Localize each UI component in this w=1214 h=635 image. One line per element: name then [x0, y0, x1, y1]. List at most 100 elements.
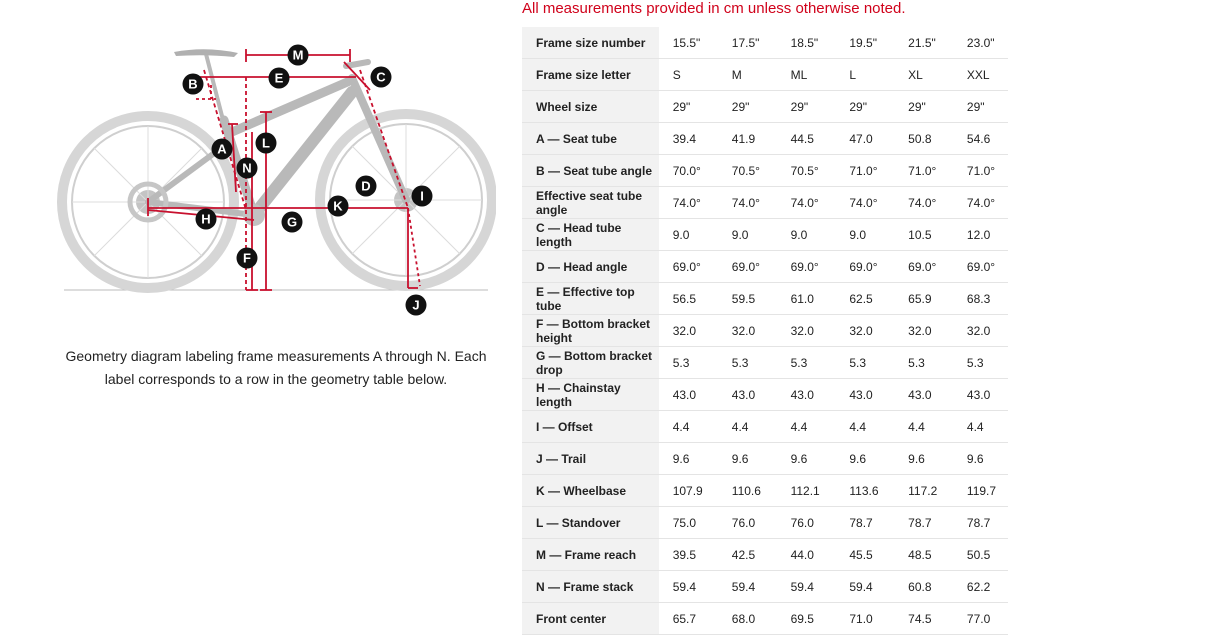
- row-value: XXL: [952, 58, 1008, 91]
- row-value: 78.7: [894, 506, 953, 539]
- row-value: 74.0°: [952, 186, 1008, 219]
- svg-text:B: B: [188, 77, 197, 92]
- row-value: 4.4: [952, 410, 1008, 443]
- marker-N: N: [236, 157, 258, 179]
- row-value: 32.0: [658, 314, 718, 347]
- row-value: 4.4: [658, 410, 718, 443]
- row-label: J — Trail: [522, 442, 659, 475]
- row-value: 9.6: [952, 442, 1008, 475]
- row-value: L: [835, 58, 895, 91]
- row-value: 48.5: [894, 538, 953, 571]
- svg-text:D: D: [361, 179, 370, 194]
- row-value: 32.0: [835, 314, 895, 347]
- row-value: 47.0: [835, 122, 895, 155]
- svg-text:J: J: [412, 298, 419, 313]
- row-value: 9.0: [776, 218, 836, 251]
- table-row: A — Seat tube 39.4 41.9 44.5 47.0 50.8 54.6: [522, 122, 1008, 155]
- row-value: 4.4: [894, 410, 953, 443]
- row-value: 9.6: [894, 442, 953, 475]
- row-value: 10.5: [894, 218, 953, 251]
- row-value: 43.0: [835, 378, 895, 411]
- row-value: 29": [894, 90, 953, 123]
- svg-text:A: A: [217, 142, 227, 157]
- row-label: I — Offset: [522, 410, 659, 443]
- row-label: Wheel size: [522, 90, 659, 123]
- row-label: L — Standover: [522, 506, 659, 539]
- row-value: 41.9: [717, 122, 777, 155]
- table-row: Effective seat tube angle 74.0° 74.0° 74.0°…: [522, 186, 1008, 219]
- marker-C: C: [370, 66, 392, 88]
- diagram-caption: Geometry diagram labeling frame measurem…: [65, 348, 487, 387]
- row-value: 62.2: [952, 570, 1008, 603]
- row-value: 59.5: [717, 282, 777, 315]
- geometry-table: Frame size number 15.5" 17.5" 18.5" 19.5" 21.…: [522, 27, 1008, 635]
- row-value: 117.2: [894, 474, 953, 507]
- table-row: E — Effective top tube 56.5 59.5 61.0 62.5 65…: [522, 282, 1008, 315]
- row-value: 15.5": [658, 27, 718, 59]
- row-value: 50.8: [894, 122, 953, 155]
- marker-F: F: [236, 247, 258, 269]
- row-value: 76.0: [717, 506, 777, 539]
- marker-L: L: [255, 132, 277, 154]
- row-value: 9.6: [717, 442, 777, 475]
- row-value: 69.0°: [717, 250, 777, 283]
- row-label: N — Frame stack: [522, 570, 659, 603]
- row-value: 71.0°: [894, 154, 953, 187]
- row-value: 17.5": [717, 27, 777, 59]
- svg-text:F: F: [243, 251, 251, 266]
- row-value: 50.5: [952, 538, 1008, 571]
- row-value: 74.0°: [776, 186, 836, 219]
- row-value: 54.6: [952, 122, 1008, 155]
- row-value: 43.0: [717, 378, 777, 411]
- row-label: D — Head angle: [522, 250, 659, 283]
- table-row: C — Head tube length 9.0 9.0 9.0 9.0 10.5 12.0: [522, 218, 1008, 251]
- row-label: K — Wheelbase: [522, 474, 659, 507]
- row-value: 74.0°: [717, 186, 777, 219]
- svg-text:L: L: [262, 136, 270, 151]
- table-row: Front center 65.7 68.0 69.5 71.0 74.5 77.0: [522, 602, 1008, 635]
- row-value: 62.5: [835, 282, 895, 315]
- row-value: 29": [835, 90, 895, 123]
- row-label: Front center: [522, 602, 659, 635]
- row-value: 18.5": [776, 27, 836, 59]
- table-row: N — Frame stack 59.4 59.4 59.4 59.4 60.8 62.2: [522, 570, 1008, 603]
- row-value: 69.5: [776, 602, 836, 635]
- table-row: I — Offset 4.4 4.4 4.4 4.4 4.4 4.4: [522, 410, 1008, 443]
- marker-H: H: [195, 208, 217, 230]
- row-value: 76.0: [776, 506, 836, 539]
- row-label: H — Chainstay length: [522, 378, 659, 411]
- row-value: 39.5: [658, 538, 718, 571]
- row-value: 110.6: [717, 474, 777, 507]
- row-value: 119.7: [952, 474, 1008, 507]
- row-value: 59.4: [658, 570, 718, 603]
- row-value: 56.5: [658, 282, 718, 315]
- row-value: 4.4: [835, 410, 895, 443]
- row-value: 4.4: [717, 410, 777, 443]
- table-row: F — Bottom bracket height 32.0 32.0 32.0 32.…: [522, 314, 1008, 347]
- row-value: 45.5: [835, 538, 895, 571]
- row-label: B — Seat tube angle: [522, 154, 659, 187]
- row-label: Frame size number: [522, 27, 659, 59]
- row-value: 9.6: [776, 442, 836, 475]
- row-value: 23.0": [952, 27, 1008, 59]
- table-row: H — Chainstay length 43.0 43.0 43.0 43.0 43.0…: [522, 378, 1008, 411]
- row-value: 29": [952, 90, 1008, 123]
- marker-I: I: [411, 185, 433, 207]
- row-value: 4.4: [776, 410, 836, 443]
- row-value: 43.0: [776, 378, 836, 411]
- svg-text:E: E: [275, 71, 284, 86]
- row-value: 74.5: [894, 602, 953, 635]
- row-value: 78.7: [835, 506, 895, 539]
- row-value: 69.0°: [835, 250, 895, 283]
- row-value: ML: [776, 58, 836, 91]
- row-value: 9.0: [658, 218, 718, 251]
- row-value: 69.0°: [658, 250, 718, 283]
- row-value: 12.0: [952, 218, 1008, 251]
- svg-text:I: I: [420, 189, 424, 204]
- table-row: D — Head angle 69.0° 69.0° 69.0° 69.0° 69.0° 6…: [522, 250, 1008, 283]
- row-value: 71.0°: [952, 154, 1008, 187]
- row-value: 29": [776, 90, 836, 123]
- table-row: J — Trail 9.6 9.6 9.6 9.6 9.6 9.6: [522, 442, 1008, 475]
- row-value: 112.1: [776, 474, 836, 507]
- marker-M: M: [287, 44, 309, 66]
